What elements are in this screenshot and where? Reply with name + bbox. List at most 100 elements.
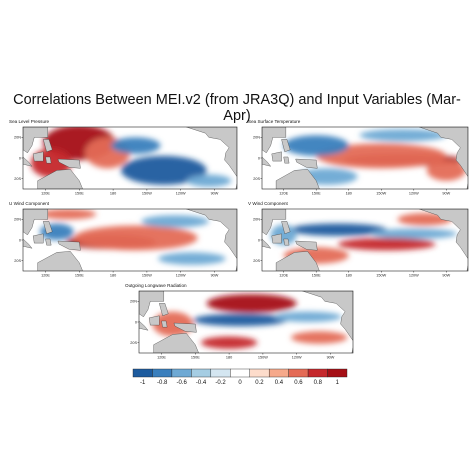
map-sea-surface-temperature: 120E 150E 180 150W 120W 90W 20N 0 20S: [253, 126, 469, 196]
y-tick-label: 20N: [14, 136, 21, 140]
panel-label: Outgoing Longwave Radiation: [125, 283, 187, 288]
panel-label: U Wind Component: [9, 201, 50, 206]
land-mass: [56, 201, 71, 208]
x-tick-label: 150W: [376, 274, 386, 278]
y-tick-label: 20S: [14, 177, 21, 181]
colorbar-label: 0.4: [275, 380, 284, 386]
anomaly-region: [289, 223, 387, 236]
y-tick-label: 0: [258, 156, 260, 160]
map-sea-level-pressure: 120E 150E 180 150W 120W 90W 20N 0 20S: [14, 126, 238, 196]
land-mass: [186, 209, 237, 259]
x-tick-label: 120E: [41, 274, 50, 278]
land-mass: [32, 151, 44, 162]
land-mass: [262, 238, 272, 249]
anomaly-region: [158, 252, 226, 265]
x-tick-label: 180: [226, 356, 232, 360]
y-tick-label: 20N: [130, 300, 137, 304]
colorbar-swatch: [191, 368, 212, 378]
x-tick-label: 120W: [176, 192, 186, 196]
land-mass: [295, 240, 318, 251]
land-mass: [186, 127, 237, 177]
x-tick-label: 120E: [279, 274, 288, 278]
colorbar-swatch: [327, 368, 348, 378]
x-tick-label: 90W: [211, 274, 219, 278]
anomaly-region: [206, 294, 297, 313]
panel-u-wind-component: U Wind Component 120E 150E 180 150W 120W 90W 2…: [9, 201, 239, 279]
y-tick-label: 0: [135, 320, 137, 324]
x-tick-label: 120W: [409, 274, 419, 278]
anomaly-region: [141, 215, 209, 228]
colorbar-swatch: [230, 368, 250, 378]
x-tick-label: 150W: [142, 274, 152, 278]
anomaly-region: [359, 129, 447, 142]
land-mass: [159, 303, 169, 317]
x-tick-label: 120E: [41, 192, 50, 196]
land-mass: [57, 240, 81, 251]
land-mass: [45, 156, 52, 164]
anomaly-region: [73, 225, 198, 251]
x-tick-label: 150W: [376, 192, 386, 196]
colorbar-swatch: [307, 368, 328, 378]
panel-label: V Wind Component: [248, 201, 288, 206]
anomaly-region: [337, 237, 436, 251]
land-mass: [271, 151, 282, 162]
panel-v-wind-component: V Wind Component 120E 150E 180 150W 120W 90W 2…: [248, 201, 474, 279]
colorbar-label: 0: [238, 380, 242, 386]
x-tick-label: 150E: [312, 192, 321, 196]
map-v-wind-component: 120E 150E 180 150W 120W 90W 20N 0 20S: [253, 201, 469, 278]
colorbar-swatch: [210, 368, 231, 378]
anomaly-region: [370, 228, 458, 239]
land-mass: [23, 209, 48, 236]
x-tick-label: 150E: [191, 356, 200, 360]
land-mass: [148, 315, 160, 326]
panel-label: Sea Level Pressure: [9, 119, 50, 124]
land-mass: [275, 251, 320, 271]
y-tick-label: 20S: [253, 259, 260, 263]
colorbar-swatch: [152, 368, 173, 378]
land-mass: [275, 169, 320, 189]
panel-label: Sea Surface Temperature: [248, 119, 301, 124]
x-tick-label: 90W: [327, 356, 335, 360]
colorbar-label: -0.6: [176, 380, 187, 386]
x-tick-label: 90W: [442, 192, 450, 196]
land-mass: [23, 127, 48, 154]
land-mass: [293, 201, 307, 208]
colorbar-swatch: [171, 368, 192, 378]
x-tick-label: 150E: [75, 274, 84, 278]
colorbar-swatch: [288, 368, 309, 378]
x-tick-label: 150W: [258, 356, 268, 360]
x-tick-label: 180: [346, 274, 352, 278]
x-tick-label: 150E: [75, 192, 84, 196]
panel-sea-level-pressure: Sea Level Pressure 120E 150E 180 150W 120W 90…: [9, 119, 239, 197]
colorbar-label: -0.4: [196, 380, 207, 386]
land-mass: [139, 320, 149, 331]
land-mass: [173, 322, 197, 333]
colorbar-label: -0.2: [215, 380, 226, 386]
land-mass: [419, 127, 468, 177]
land-mass: [57, 158, 81, 169]
colorbar-label: 1: [336, 380, 340, 386]
map-u-wind-component: 120E 150E 180 150W 120W 90W 20N 0 20S: [14, 201, 238, 278]
y-tick-label: 20N: [253, 136, 260, 140]
x-tick-label: 90W: [442, 274, 450, 278]
land-mass: [262, 156, 272, 167]
anomaly-region: [316, 143, 447, 169]
anomaly-region: [120, 155, 207, 185]
colorbar-label: -0.8: [157, 380, 168, 386]
land-mass: [37, 169, 83, 189]
x-tick-label: 120W: [176, 274, 186, 278]
land-mass: [153, 333, 199, 353]
colorbar-label: -1: [140, 380, 146, 386]
land-mass: [23, 156, 33, 167]
anomaly-region: [283, 135, 349, 156]
colorbar-swatch: [268, 368, 289, 378]
x-tick-label: 90W: [211, 192, 219, 196]
figure-title: Correlations Between MEI.v2 (from JRA3Q)…: [13, 92, 461, 124]
land-mass: [45, 238, 52, 246]
y-tick-label: 0: [258, 238, 260, 242]
colorbar-label: 0.6: [294, 380, 303, 386]
land-mass: [161, 320, 168, 328]
y-tick-label: 20S: [130, 341, 137, 345]
land-mass: [302, 291, 353, 341]
land-mass: [32, 233, 44, 244]
